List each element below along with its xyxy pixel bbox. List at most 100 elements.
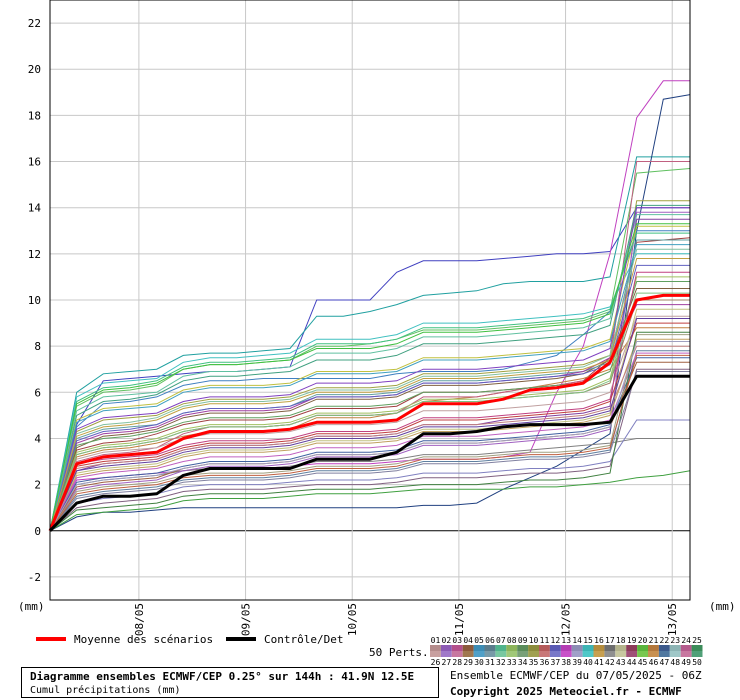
member-line <box>49 322 690 531</box>
member-number-top: 15 <box>583 636 593 645</box>
member-line <box>49 244 690 531</box>
member-swatch-top <box>669 645 681 651</box>
member-swatch-bottom <box>648 651 659 657</box>
member-number-top: 19 <box>627 636 637 645</box>
plot-frame <box>49 0 691 601</box>
member-number-top: 07 <box>496 636 506 645</box>
member-swatch-top <box>528 645 539 651</box>
member-line <box>49 315 690 531</box>
member-line <box>49 292 690 531</box>
member-line <box>49 253 690 531</box>
y-tick-label: 16 <box>28 156 41 169</box>
y-tick-label: 18 <box>28 109 41 122</box>
member-swatch-bottom <box>528 651 539 657</box>
member-swatch-top <box>517 645 529 651</box>
member-swatch-top <box>473 645 485 651</box>
member-line <box>49 345 690 531</box>
member-line <box>49 258 690 531</box>
y-tick-label: 22 <box>28 17 41 30</box>
member-number-bottom: 37 <box>551 658 561 667</box>
member-swatch-bottom <box>604 651 616 657</box>
member-number-top: 16 <box>594 636 604 645</box>
mean-line <box>48 293 690 532</box>
member-number-top: 25 <box>692 636 702 645</box>
member-swatch-bottom <box>626 651 638 657</box>
member-number-top: 18 <box>616 636 626 645</box>
member-line <box>49 232 690 531</box>
member-swatch-top <box>691 645 703 651</box>
member-number-bottom: 29 <box>463 658 473 667</box>
x-tick-label: 08/05 <box>133 603 146 636</box>
copyright: Copyright 2025 Meteociel.fr - ECMWF <box>450 685 682 698</box>
member-number-top: 12 <box>551 636 561 645</box>
x-tick-label: 13/05 <box>666 603 679 636</box>
member-number-top: 04 <box>463 636 473 645</box>
member-line <box>49 248 690 531</box>
member-line <box>49 80 690 532</box>
member-line <box>49 331 690 532</box>
member-number-top: 23 <box>670 636 680 645</box>
member-number-bottom: 49 <box>681 658 691 667</box>
member-swatch-top <box>604 645 616 651</box>
member-number-bottom: 43 <box>616 658 626 667</box>
legend-control-label: Contrôle/Det <box>264 633 343 646</box>
member-number-bottom: 40 <box>583 658 593 667</box>
member-line <box>49 318 690 532</box>
member-number-top: 13 <box>561 636 571 645</box>
member-number-top: 02 <box>442 636 452 645</box>
member-swatch-top <box>648 645 659 651</box>
member-number-top: 22 <box>660 636 670 645</box>
x-tick-label: 12/05 <box>560 603 573 636</box>
member-line <box>49 94 691 532</box>
title-box: Diagramme ensembles ECMWF/CEP 0.25° sur … <box>21 667 439 698</box>
main-series-group <box>48 293 690 532</box>
member-swatch-top <box>484 645 496 651</box>
member-line <box>49 200 690 531</box>
member-series-group <box>49 80 691 532</box>
member-swatch-bottom <box>440 651 452 657</box>
chart-title: Diagramme ensembles ECMWF/CEP 0.25° sur … <box>30 670 415 683</box>
y-tick-label: 10 <box>28 294 41 307</box>
member-swatch-bottom <box>680 651 692 657</box>
member-number-bottom: 42 <box>605 658 615 667</box>
member-line <box>49 207 690 531</box>
x-tick-labels: 08/05 09/05 10/05 11/05 12/05 13/05 <box>133 603 679 636</box>
member-line <box>49 237 691 531</box>
member-number-bottom: 30 <box>474 658 484 667</box>
member-line <box>49 156 690 531</box>
member-line <box>49 470 691 532</box>
member-number-bottom: 45 <box>638 658 648 667</box>
member-swatch-bottom <box>582 651 594 657</box>
run-info: Ensemble ECMWF/CEP du 07/05/2025 - 06Z <box>450 669 702 682</box>
member-swatch-bottom <box>539 651 550 657</box>
member-swatch-top <box>658 645 670 651</box>
y-tick-labels: -2 0 2 4 6 8 10 12 14 16 18 20 22 <box>28 17 42 584</box>
member-swatch-top <box>582 645 594 651</box>
member-swatch-top <box>626 645 638 651</box>
member-number-top: 06 <box>485 636 495 645</box>
member-swatch-top <box>615 645 627 651</box>
member-number-bottom: 35 <box>529 658 539 667</box>
member-line <box>49 204 690 531</box>
control-line <box>48 374 690 532</box>
member-line <box>49 211 690 532</box>
member-swatch-bottom <box>517 651 529 657</box>
member-line <box>49 308 690 532</box>
y-tick-label: 0 <box>34 525 41 538</box>
member-swatch-top <box>637 645 648 651</box>
member-swatch-top <box>571 645 583 651</box>
member-swatch-top <box>593 645 605 651</box>
member-number-top: 01 <box>431 636 441 645</box>
member-line <box>49 214 690 531</box>
member-swatch-bottom <box>571 651 583 657</box>
legend: Moyenne des scénarios Contrôle/Det 50 Pe… <box>36 633 703 667</box>
member-number-top: 08 <box>507 636 517 645</box>
member-swatch-bottom <box>615 651 627 657</box>
member-number-bottom: 50 <box>692 658 702 667</box>
member-line <box>49 341 690 532</box>
y-tick-label: 2 <box>34 479 41 492</box>
legend-members-label: 50 Perts. <box>369 646 429 659</box>
member-swatch-top <box>680 645 692 651</box>
member-number-bottom: 47 <box>660 658 670 667</box>
member-number-bottom: 48 <box>670 658 680 667</box>
